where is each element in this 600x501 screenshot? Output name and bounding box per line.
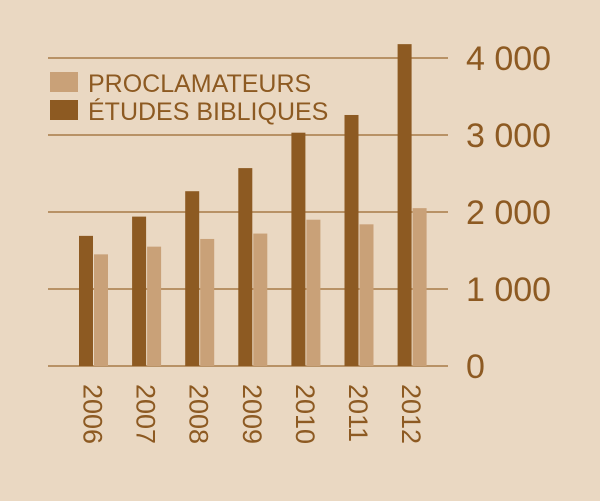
x-axis-ticks: 2006 2007 2008 2009 2010 2011 2012 — [78, 384, 427, 444]
y-tick-label: 2 000 — [466, 194, 551, 232]
bar-proclamateurs — [359, 224, 374, 366]
bar-proclamateurs — [147, 246, 162, 366]
legend: PROCLAMATEURS ÉTUDES BIBLIQUES — [50, 70, 328, 126]
bar-etudes-bibliques — [132, 216, 147, 366]
bar-etudes-bibliques — [238, 168, 253, 366]
y-tick-label: 4 000 — [466, 40, 551, 78]
bar-etudes-bibliques — [397, 44, 412, 366]
legend-swatch-etudes-bibliques — [50, 100, 78, 120]
bar-proclamateurs — [94, 254, 108, 366]
x-tick-label: 2009 — [237, 384, 267, 444]
x-tick-label: 2006 — [78, 384, 108, 444]
x-tick-label: 2011 — [343, 384, 373, 442]
x-tick-label: 2012 — [396, 384, 426, 444]
bar-etudes-bibliques — [79, 235, 93, 366]
x-tick-label: 2007 — [131, 384, 161, 444]
bar-etudes-bibliques — [344, 114, 359, 366]
y-tick-label: 1 000 — [466, 271, 551, 309]
bar-proclamateurs — [200, 238, 215, 366]
legend-swatch-proclamateurs — [50, 72, 78, 92]
legend-label-etudes-bibliques: ÉTUDES BIBLIQUES — [88, 97, 328, 126]
bar-etudes-bibliques — [185, 191, 200, 366]
bars — [79, 44, 427, 366]
x-tick-label: 2010 — [290, 384, 320, 444]
bar-proclamateurs — [412, 208, 427, 366]
x-tick-label: 2008 — [184, 384, 214, 444]
bar-etudes-bibliques — [291, 132, 306, 366]
y-axis-ticks: 0 1 000 2 000 3 000 4 000 — [466, 40, 551, 386]
y-tick-label: 0 — [466, 348, 485, 386]
bar-proclamateurs — [306, 219, 321, 366]
y-tick-label: 3 000 — [466, 117, 551, 155]
legend-label-proclamateurs: PROCLAMATEURS — [88, 70, 311, 98]
bar-proclamateurs — [253, 233, 268, 366]
